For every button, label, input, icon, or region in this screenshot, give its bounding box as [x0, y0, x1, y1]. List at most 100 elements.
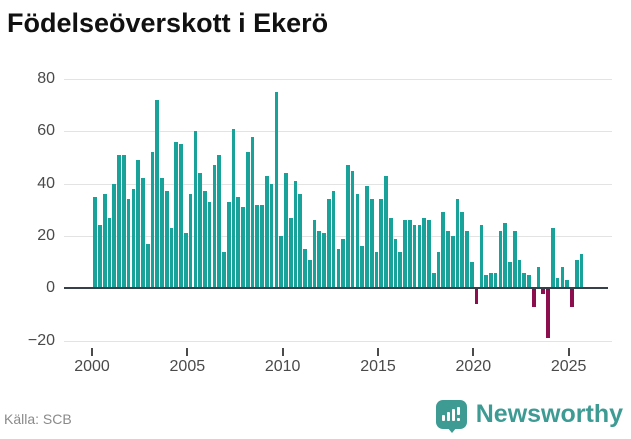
x-tick-2015 — [377, 348, 379, 356]
y-axis-label--20: −20 — [27, 331, 55, 349]
bar-2023Q3 — [541, 288, 546, 294]
bar-2006Q1 — [207, 201, 212, 289]
bar-2004Q1 — [169, 228, 174, 289]
bar-2015Q2 — [384, 175, 388, 289]
bar-2001Q4 — [126, 199, 131, 289]
bar-2009Q1 — [265, 175, 269, 289]
bar-2012Q4 — [336, 249, 341, 289]
bar-2020Q3 — [484, 275, 488, 289]
gridline-80 — [64, 78, 612, 80]
y-axis-label-40: 40 — [37, 174, 55, 192]
bar-2021Q2 — [498, 230, 503, 289]
bar-2018Q4 — [450, 235, 455, 289]
bar-2016Q1 — [398, 251, 403, 289]
bar-2016Q4 — [412, 225, 417, 289]
gridline-60 — [64, 131, 612, 133]
bar-2003Q3 — [160, 178, 164, 289]
bar-2013Q2 — [346, 165, 350, 289]
bar-2004Q2 — [174, 141, 179, 289]
bar-2014Q1 — [360, 246, 365, 289]
bar-2021Q4 — [508, 262, 512, 289]
bar-2007Q4 — [241, 207, 245, 289]
y-axis-label-80: 80 — [37, 69, 55, 87]
x-axis-label-2000: 2000 — [74, 358, 110, 375]
bar-2014Q3 — [369, 199, 374, 289]
bar-2018Q1 — [436, 251, 441, 289]
x-axis-label-2015: 2015 — [360, 358, 396, 375]
bar-2001Q2 — [117, 154, 121, 289]
bar-2003Q2 — [155, 99, 160, 289]
bar-2000Q3 — [102, 194, 107, 289]
bar-2017Q3 — [427, 220, 431, 289]
bar-2020Q2 — [479, 225, 484, 289]
bar-2005Q4 — [203, 191, 207, 289]
bar-2018Q3 — [446, 230, 450, 289]
bar-2007Q1 — [226, 201, 231, 289]
x-axis-label-2010: 2010 — [264, 358, 301, 375]
bar-2002Q1 — [131, 188, 136, 289]
bar-2002Q4 — [145, 243, 150, 289]
bar-2013Q3 — [350, 170, 355, 289]
bar-2024Q4 — [565, 280, 569, 289]
bar-2012Q1 — [322, 233, 326, 289]
bar-2007Q2 — [231, 128, 236, 289]
bar-2012Q3 — [331, 191, 336, 289]
bar-2020Q1 — [474, 288, 479, 304]
bar-2015Q1 — [379, 199, 384, 289]
bar-2008Q2 — [250, 136, 255, 289]
bar-2006Q3 — [217, 154, 222, 289]
bar-2017Q1 — [417, 225, 422, 289]
x-axis-zero-line — [64, 287, 608, 290]
bar-2019Q3 — [465, 230, 469, 289]
bar-2022Q1 — [512, 230, 517, 289]
bar-2004Q4 — [183, 233, 188, 289]
bar-2015Q3 — [388, 217, 393, 289]
bar-2002Q2 — [136, 160, 140, 289]
bar-2005Q1 — [188, 194, 193, 289]
bar-2008Q4 — [260, 204, 264, 289]
bar-2001Q1 — [112, 183, 117, 289]
bar-2006Q2 — [212, 165, 217, 289]
bar-2018Q2 — [441, 212, 446, 289]
bar-2009Q3 — [274, 92, 279, 289]
bar-2025Q2 — [574, 259, 579, 289]
newsworthy-brand: Newsworthy — [435, 400, 623, 433]
x-tick-2005 — [186, 348, 189, 356]
newsworthy-wordmark: Newsworthy — [475, 400, 623, 428]
bar-2005Q3 — [198, 173, 202, 289]
bar-2015Q4 — [393, 238, 398, 289]
x-tick-2010 — [281, 348, 284, 356]
source-note: Källa: SCB — [4, 411, 72, 427]
bar-2011Q1 — [303, 249, 307, 289]
x-axis-label-2025: 2025 — [550, 358, 587, 375]
bar-2008Q3 — [255, 204, 260, 289]
bar-2000Q4 — [107, 217, 112, 289]
bar-2014Q4 — [374, 251, 379, 289]
bar-2023Q4 — [546, 288, 550, 338]
bar-2023Q1 — [531, 288, 536, 307]
bar-2007Q3 — [236, 196, 241, 289]
bar-2016Q2 — [403, 220, 407, 289]
newsworthy-logo-icon — [435, 400, 467, 433]
bar-2006Q4 — [222, 251, 226, 289]
bar-2025Q3 — [579, 254, 584, 289]
bar-2009Q4 — [279, 235, 283, 289]
bar-2013Q1 — [341, 238, 345, 289]
bar-2019Q1 — [455, 199, 460, 289]
bar-2017Q2 — [422, 217, 426, 289]
bar-2020Q4 — [489, 272, 493, 289]
bar-2021Q3 — [503, 222, 508, 289]
x-tick-2025 — [567, 348, 570, 356]
bar-2016Q3 — [408, 220, 412, 289]
bar-2012Q2 — [326, 199, 331, 289]
bar-2017Q4 — [431, 272, 436, 289]
y-axis-label-0: 0 — [46, 279, 55, 297]
bar-2025Q1 — [570, 288, 574, 307]
bar-2019Q2 — [460, 212, 465, 289]
bar-2010Q1 — [284, 173, 288, 289]
bar-2011Q4 — [317, 230, 322, 289]
bar-2021Q1 — [493, 272, 498, 289]
y-axis-label-60: 60 — [37, 122, 55, 140]
gridline-40 — [64, 183, 612, 185]
gridline-20 — [64, 235, 612, 237]
